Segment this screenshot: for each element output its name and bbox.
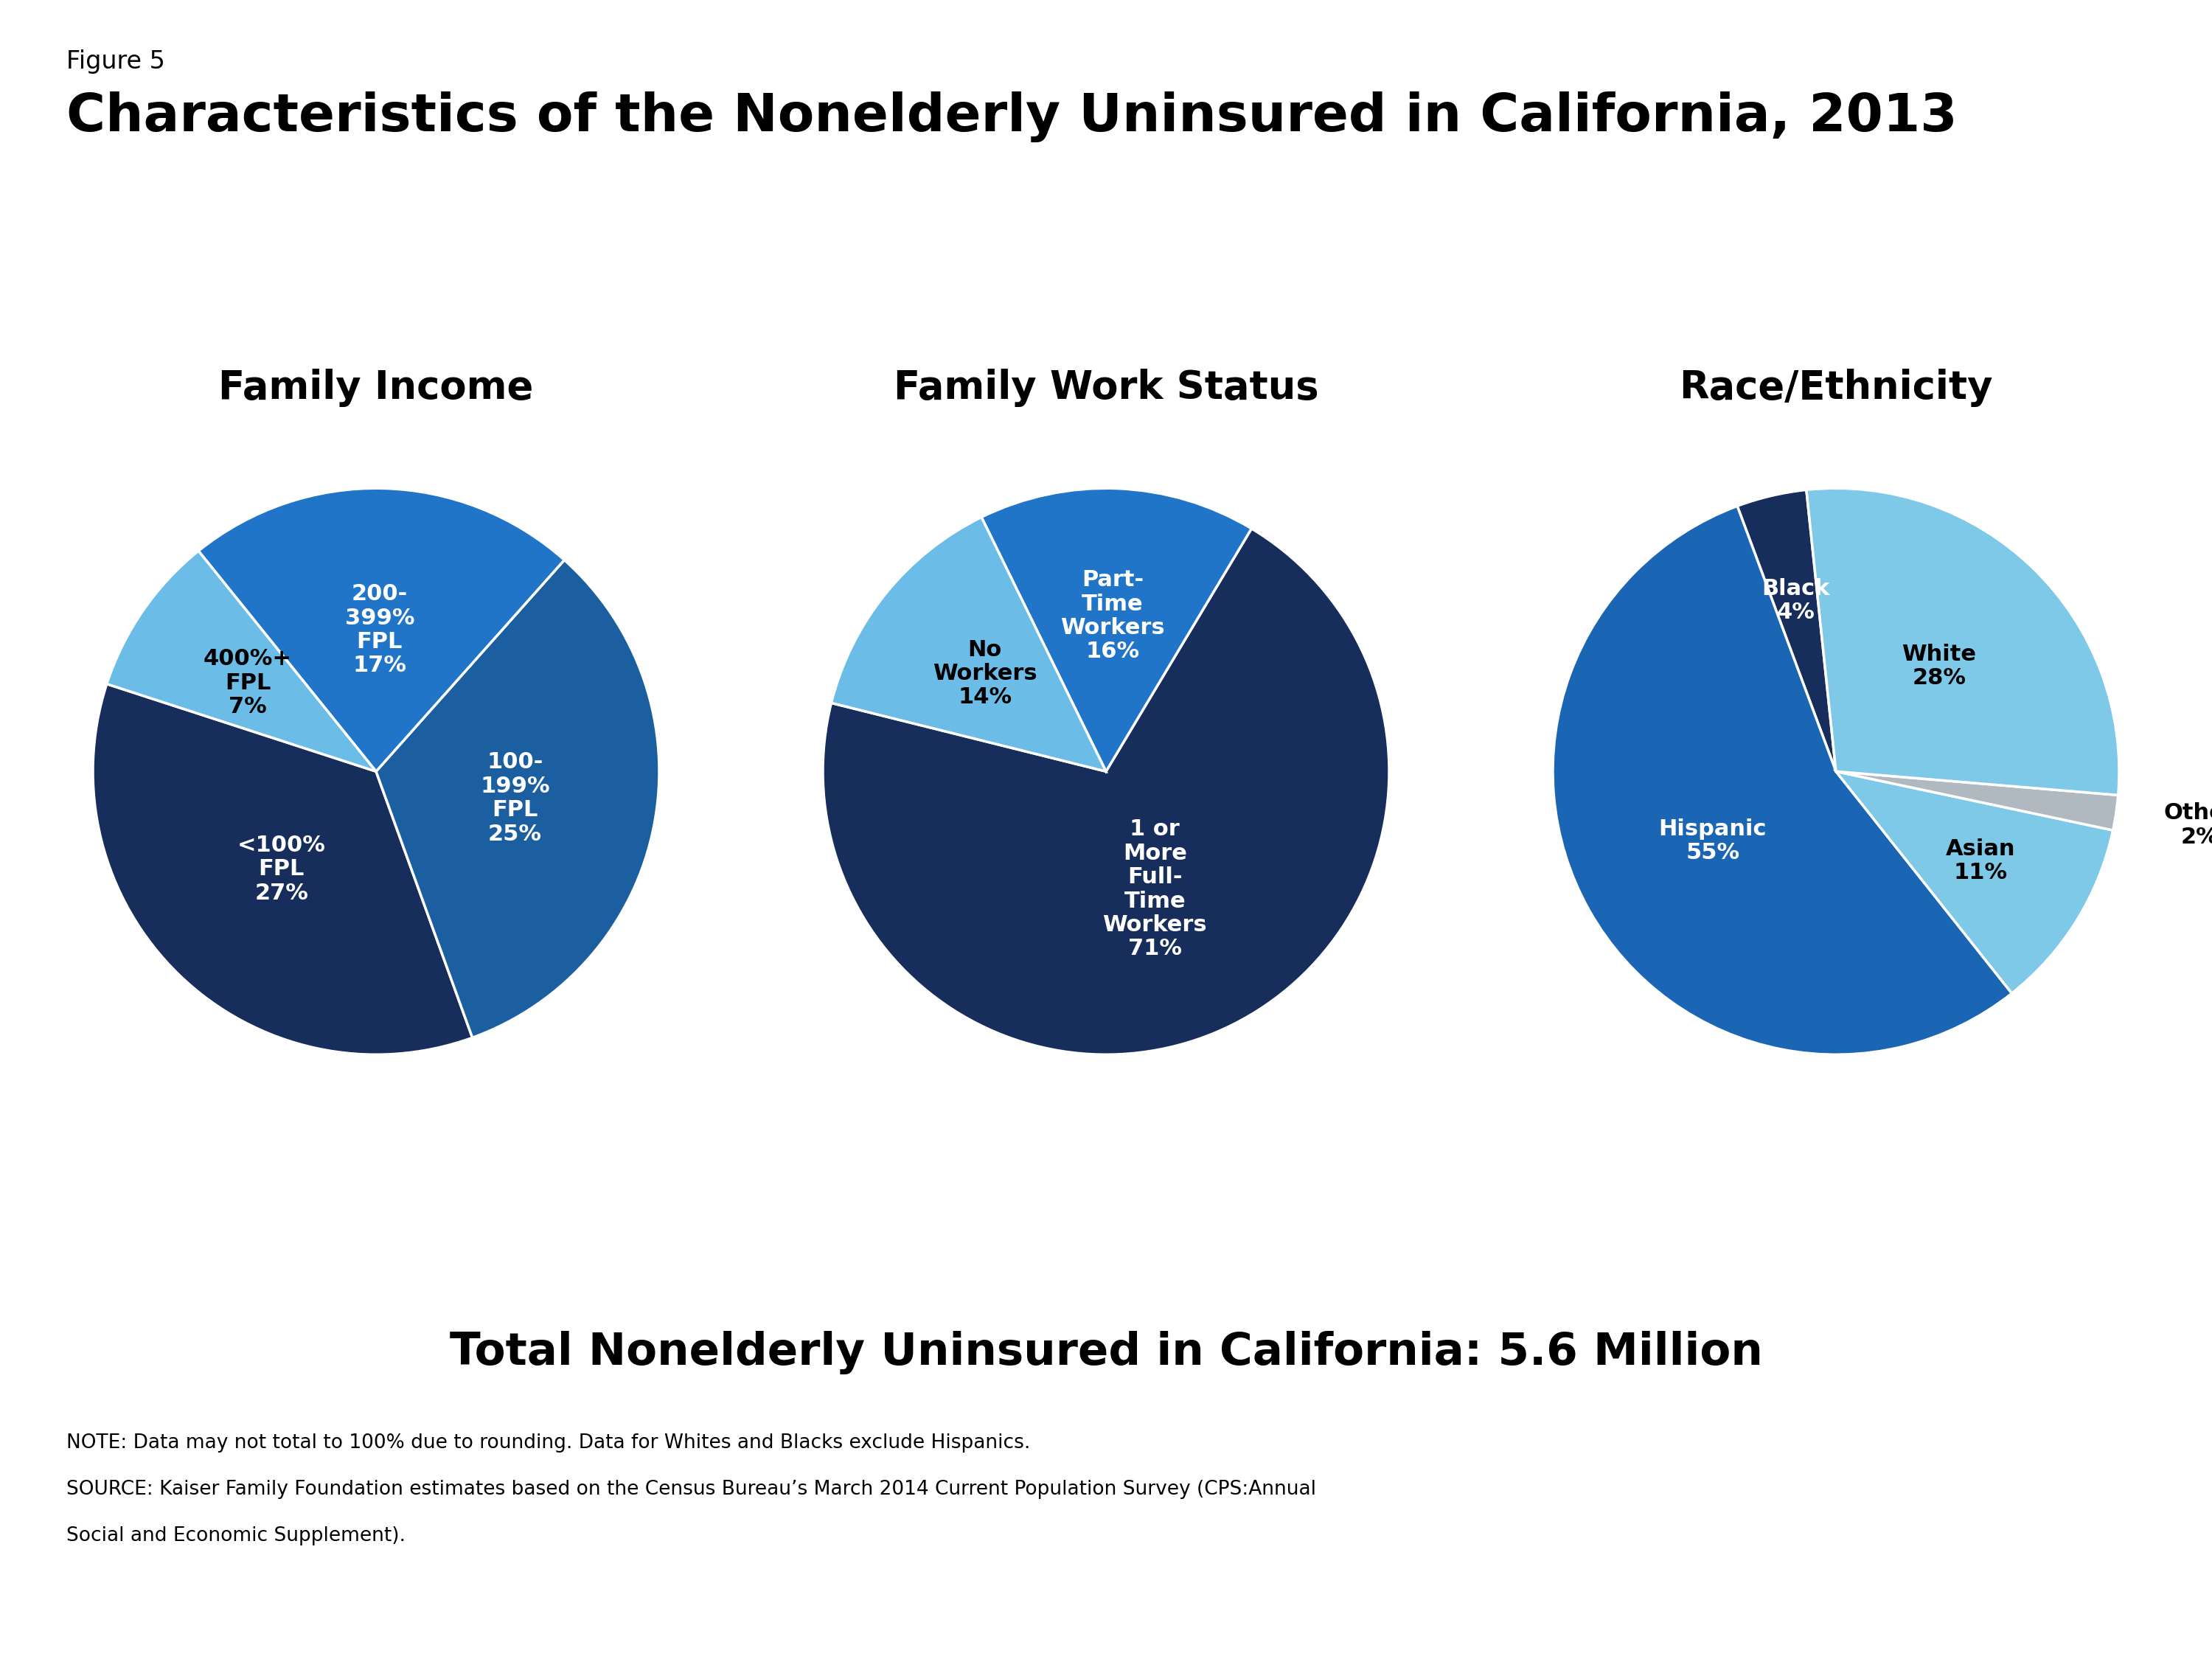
Text: White
28%: White 28% <box>1902 644 1975 688</box>
Text: KAISER: KAISER <box>1993 1478 2086 1500</box>
Wedge shape <box>832 518 1106 771</box>
Wedge shape <box>1807 488 2119 795</box>
Wedge shape <box>1836 771 2119 830</box>
Text: 400%+
FPL
7%: 400%+ FPL 7% <box>204 649 292 718</box>
Text: Figure 5: Figure 5 <box>66 50 166 75</box>
Title: Race/Ethnicity: Race/Ethnicity <box>1679 368 1993 406</box>
Wedge shape <box>199 488 564 771</box>
Text: <100%
FPL
27%: <100% FPL 27% <box>237 834 325 904</box>
Text: Other
2%: Other 2% <box>2163 803 2212 848</box>
Text: Characteristics of the Nonelderly Uninsured in California, 2013: Characteristics of the Nonelderly Uninsu… <box>66 91 1958 143</box>
Text: NOTE: Data may not total to 100% due to rounding. Data for Whites and Blacks exc: NOTE: Data may not total to 100% due to … <box>66 1433 1031 1453</box>
Text: Social and Economic Supplement).: Social and Economic Supplement). <box>66 1526 405 1546</box>
Text: 100-
199%
FPL
25%: 100- 199% FPL 25% <box>480 752 551 844</box>
Wedge shape <box>106 551 376 771</box>
Text: No
Workers
14%: No Workers 14% <box>933 639 1037 708</box>
Text: FAMILY: FAMILY <box>2008 1526 2070 1541</box>
Text: 200-
399%
FPL
17%: 200- 399% FPL 17% <box>345 584 414 677</box>
Text: Total Nonelderly Uninsured in California: 5.6 Million: Total Nonelderly Uninsured in California… <box>449 1331 1763 1374</box>
Text: Hispanic
55%: Hispanic 55% <box>1659 818 1767 864</box>
Text: Asian
11%: Asian 11% <box>1947 838 2015 884</box>
Title: Family Work Status: Family Work Status <box>894 368 1318 406</box>
Title: Family Income: Family Income <box>219 368 533 406</box>
Text: 1 or
More
Full-
Time
Workers
71%: 1 or More Full- Time Workers 71% <box>1102 818 1208 959</box>
Wedge shape <box>376 561 659 1037</box>
Wedge shape <box>1836 771 2112 994</box>
Wedge shape <box>1736 489 1836 771</box>
Wedge shape <box>823 529 1389 1055</box>
Text: Part-
Time
Workers
16%: Part- Time Workers 16% <box>1060 569 1166 662</box>
Wedge shape <box>93 684 473 1055</box>
Wedge shape <box>1553 506 2013 1055</box>
Text: THE HENRY J.: THE HENRY J. <box>1997 1438 2081 1448</box>
Text: Black
4%: Black 4% <box>1761 577 1829 624</box>
Wedge shape <box>982 488 1252 771</box>
Text: SOURCE: Kaiser Family Foundation estimates based on the Census Bureau’s March 20: SOURCE: Kaiser Family Foundation estimat… <box>66 1480 1316 1500</box>
Text: FOUNDATION: FOUNDATION <box>1997 1574 2081 1586</box>
